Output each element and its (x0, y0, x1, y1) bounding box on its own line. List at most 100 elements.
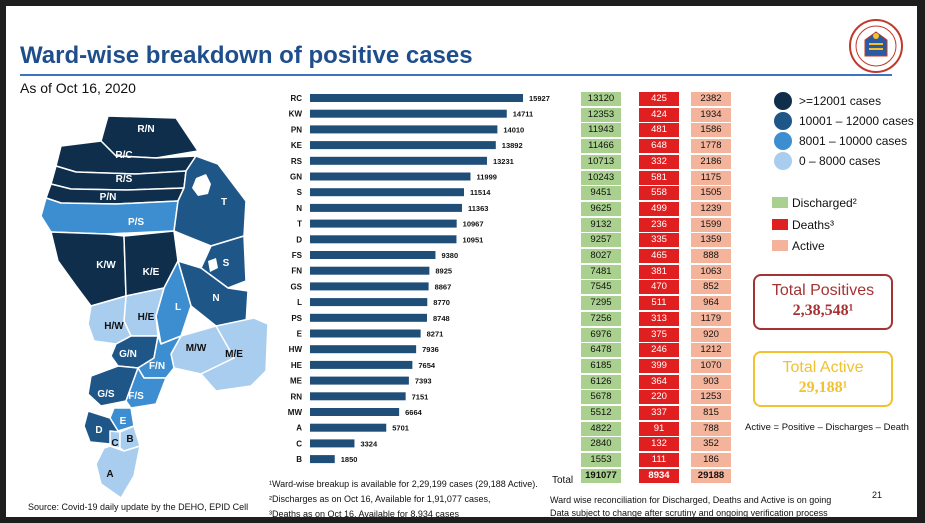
legend-range-label: 10001 – 12000 cases (799, 114, 914, 128)
deaths-cell: 335 (639, 233, 679, 248)
source-note: Source: Covid-19 daily update by the DEH… (28, 502, 249, 512)
discharged-cell: 7256 (581, 311, 621, 326)
map-label: M/W (186, 343, 207, 354)
bar-HW (310, 345, 417, 354)
bar-value-label: 5701 (392, 424, 409, 433)
bar-value-label: 8925 (435, 267, 452, 276)
legend-dot-darkest (774, 92, 792, 110)
bar-value-label: 10951 (462, 235, 483, 244)
discharged-cell: 10713 (581, 154, 621, 169)
map-label: S (223, 258, 230, 269)
legend-swatch-deaths (772, 219, 788, 230)
bar-GS (310, 282, 429, 291)
discharged-cell: 9625 (581, 201, 621, 216)
footnote-3: ³Deaths as on Oct 16, Available for 8,93… (269, 509, 459, 517)
bar-value-label: 14010 (503, 125, 524, 134)
total-label: Total (552, 475, 574, 486)
footnote-1: ¹Ward-wise breakup is available for 2,29… (269, 479, 538, 489)
deaths-cell: 499 (639, 201, 679, 216)
bar-A (310, 423, 387, 432)
discharged-cell: 13120 (581, 92, 621, 106)
bar-L (310, 298, 428, 307)
deaths-cell: 91 (639, 421, 679, 436)
legend-swatch-active (772, 240, 788, 251)
verification-note: Data subject to change after scrutiny an… (550, 508, 828, 517)
ward-map: R/N R/C R/S P/N P/S T K/W K/E H/E H/W L … (40, 115, 269, 499)
bar-KE (310, 141, 496, 150)
bar-category-label: S (297, 188, 303, 197)
discharged-cell: 6478 (581, 343, 621, 358)
legend-dot-light (774, 152, 792, 170)
active-cell: 1070 (691, 358, 731, 373)
bar-category-label: RS (291, 157, 303, 166)
bar-value-label: 8770 (433, 298, 450, 307)
map-label: C (111, 438, 118, 449)
deaths-cell: 481 (639, 123, 679, 138)
active-cell: 1253 (691, 390, 731, 405)
bar-RN (310, 392, 406, 401)
deaths-cell: 381 (639, 264, 679, 279)
bar-value-label: 11363 (468, 204, 488, 213)
map-label: G/N (119, 349, 137, 360)
deaths-cell: 465 (639, 249, 679, 263)
legend-discharged: Discharged² (792, 196, 857, 210)
bar-category-label: A (296, 424, 302, 433)
legend-dot-mid (774, 132, 792, 150)
bar-value-label: 13231 (493, 157, 514, 166)
active-cell: 352 (691, 437, 731, 452)
deaths-cell: 364 (639, 374, 679, 389)
bar-category-label: T (297, 220, 302, 229)
bar-T (310, 219, 457, 228)
deaths-cell: 246 (639, 343, 679, 358)
deaths-cell: 220 (639, 390, 679, 405)
total-active-label: Total Active (782, 359, 864, 376)
deaths-cell: 425 (639, 92, 679, 106)
deaths-cell: 648 (639, 139, 679, 154)
active-cell: 852 (691, 280, 731, 295)
discharged-cell: 11466 (581, 139, 621, 154)
bar-value-label: 7654 (418, 361, 436, 370)
bar-category-label: GS (290, 282, 302, 291)
page-number: 21 (872, 490, 883, 500)
active-cell: 2186 (691, 154, 731, 169)
bar-value-label: 15927 (529, 94, 550, 103)
discharged-cell: 12353 (581, 107, 621, 122)
bar-category-label: MW (288, 408, 303, 417)
bar-D (310, 235, 457, 244)
title-divider (20, 74, 892, 76)
map-label: R/C (115, 150, 132, 161)
discharged-cell: 11943 (581, 123, 621, 138)
active-cell: 788 (691, 421, 731, 436)
deaths-cell: 236 (639, 217, 679, 232)
bar-category-label: KW (289, 110, 303, 119)
water-body-icon (192, 174, 211, 196)
discharged-cell: 10243 (581, 170, 621, 185)
legend-active: Active (792, 239, 825, 253)
bar-category-label: PS (291, 314, 302, 323)
active-cell: 1359 (691, 233, 731, 248)
ward-F/S (125, 367, 167, 409)
active-cell: 1063 (691, 264, 731, 279)
bar-category-label: D (296, 235, 302, 244)
ward-E (109, 407, 135, 432)
bar-value-label: 1850 (341, 455, 358, 464)
deaths-cell: 511 (639, 296, 679, 311)
bar-category-label: FN (291, 267, 302, 276)
discharged-cell: 8027 (581, 249, 621, 263)
bar-value-label: 13892 (502, 141, 523, 150)
deaths-cell: 399 (639, 358, 679, 373)
bar-category-label: B (296, 455, 302, 464)
deaths-cell: 375 (639, 327, 679, 342)
ward-S (200, 235, 247, 289)
bar-category-label: PN (291, 125, 302, 134)
map-label: T (221, 197, 227, 208)
deaths-cell: 337 (639, 406, 679, 420)
map-label: M/E (225, 349, 243, 360)
page-title: Ward-wise breakdown of positive cases (20, 42, 473, 69)
bar-KW (310, 109, 507, 118)
bar-category-label: KE (291, 141, 303, 150)
bar-value-label: 8271 (427, 330, 444, 339)
bar-category-label: N (296, 204, 302, 213)
municipal-emblem-logo (849, 19, 903, 73)
legend-deaths: Deaths³ (792, 218, 835, 232)
